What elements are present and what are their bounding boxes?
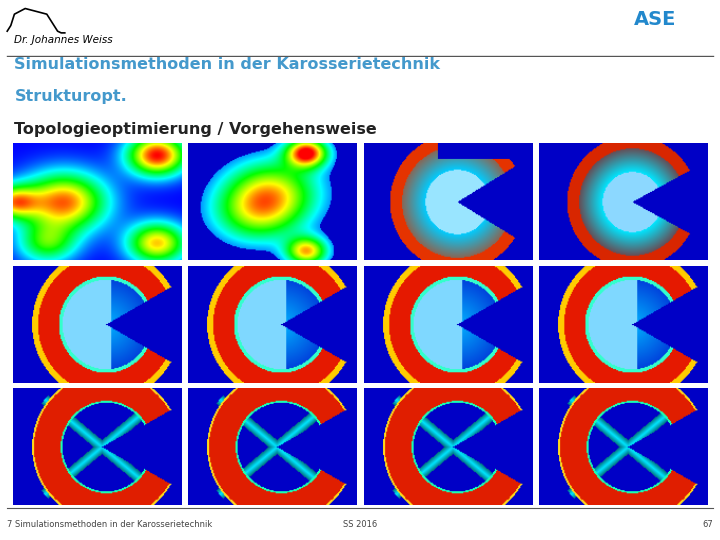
Text: SS 2016: SS 2016 xyxy=(343,519,377,529)
Text: 7 Simulationsmethoden in der Karosserietechnik: 7 Simulationsmethoden in der Karosseriet… xyxy=(7,519,212,529)
Text: ASE: ASE xyxy=(634,10,676,29)
Text: 67: 67 xyxy=(702,519,713,529)
Text: Topologieoptimierung / Vorgehensweise: Topologieoptimierung / Vorgehensweise xyxy=(14,122,377,137)
Text: Strukturopt.: Strukturopt. xyxy=(14,89,127,104)
Text: Dr. Johannes Weiss: Dr. Johannes Weiss xyxy=(14,35,113,45)
Text: Simulationsmethoden in der Karosserietechnik: Simulationsmethoden in der Karosserietec… xyxy=(14,57,441,72)
